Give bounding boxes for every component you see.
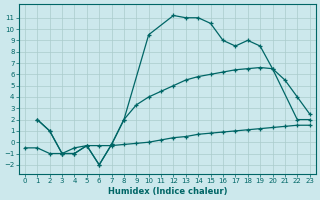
X-axis label: Humidex (Indice chaleur): Humidex (Indice chaleur)	[108, 187, 227, 196]
